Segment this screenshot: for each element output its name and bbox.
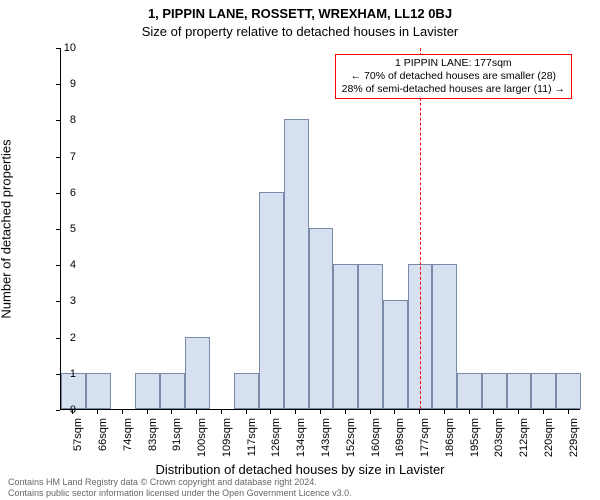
x-tick-label: 57sqm [72, 418, 84, 466]
histogram-bar [358, 264, 383, 409]
x-tick-mark [270, 410, 271, 414]
x-tick-label: 91sqm [171, 418, 183, 466]
histogram-bar [160, 373, 185, 409]
histogram-bar [333, 264, 358, 409]
x-tick-label: 134sqm [295, 418, 307, 466]
callout-line: 1 PIPPIN LANE: 177sqm [342, 57, 565, 70]
x-tick-label: 152sqm [345, 418, 357, 466]
x-tick-mark [246, 410, 247, 414]
footer-attribution: Contains HM Land Registry data © Crown c… [8, 477, 352, 498]
x-tick-mark [72, 410, 73, 414]
y-tick-mark [56, 338, 60, 339]
x-tick-label: 66sqm [97, 418, 109, 466]
x-tick-mark [370, 410, 371, 414]
histogram-bar [185, 337, 210, 409]
y-tick-mark [56, 374, 60, 375]
reference-line [420, 48, 421, 409]
y-tick-label: 7 [46, 151, 76, 163]
histogram-bar [86, 373, 111, 409]
y-tick-mark [56, 301, 60, 302]
footer-line: Contains HM Land Registry data © Crown c… [8, 477, 352, 487]
x-tick-label: 117sqm [246, 418, 258, 466]
x-tick-mark [196, 410, 197, 414]
x-tick-mark [171, 410, 172, 414]
y-tick-mark [56, 229, 60, 230]
x-tick-mark [543, 410, 544, 414]
y-tick-label: 8 [46, 114, 76, 126]
y-tick-label: 1 [46, 368, 76, 380]
x-tick-mark [320, 410, 321, 414]
y-tick-mark [56, 48, 60, 49]
x-tick-mark [345, 410, 346, 414]
page-root: 1, PIPPIN LANE, ROSSETT, WREXHAM, LL12 0… [0, 0, 600, 500]
x-tick-label: 229sqm [568, 418, 580, 466]
x-tick-mark [493, 410, 494, 414]
x-tick-label: 160sqm [370, 418, 382, 466]
x-tick-mark [444, 410, 445, 414]
x-tick-label: 212sqm [518, 418, 530, 466]
y-tick-label: 5 [46, 223, 76, 235]
x-tick-label: 186sqm [444, 418, 456, 466]
y-tick-label: 2 [46, 332, 76, 344]
histogram-bar [234, 373, 259, 409]
y-tick-mark [56, 193, 60, 194]
y-tick-label: 9 [46, 78, 76, 90]
callout-line: ← 70% of detached houses are smaller (28… [342, 70, 565, 83]
y-axis-label: Number of detached properties [0, 139, 14, 318]
plot-area: 1 PIPPIN LANE: 177sqm← 70% of detached h… [60, 48, 580, 410]
histogram-bar [432, 264, 457, 409]
x-axis-label: Distribution of detached houses by size … [0, 462, 600, 477]
x-tick-mark [295, 410, 296, 414]
x-tick-label: 220sqm [543, 418, 555, 466]
x-tick-mark [419, 410, 420, 414]
callout-line: 28% of semi-detached houses are larger (… [342, 83, 565, 96]
histogram-bar [259, 192, 284, 409]
chart-title: 1, PIPPIN LANE, ROSSETT, WREXHAM, LL12 0… [0, 6, 600, 21]
x-tick-label: 109sqm [221, 418, 233, 466]
y-tick-label: 4 [46, 259, 76, 271]
x-tick-label: 143sqm [320, 418, 332, 466]
x-tick-label: 126sqm [270, 418, 282, 466]
histogram-bar [284, 119, 309, 409]
x-tick-mark [97, 410, 98, 414]
y-tick-label: 3 [46, 295, 76, 307]
y-tick-mark [56, 84, 60, 85]
y-tick-mark [56, 120, 60, 121]
histogram-bar [507, 373, 532, 409]
histogram-bar [531, 373, 556, 409]
histogram-bar [556, 373, 581, 409]
x-tick-mark [568, 410, 569, 414]
callout-box: 1 PIPPIN LANE: 177sqm← 70% of detached h… [335, 54, 572, 99]
histogram-bar [135, 373, 160, 409]
x-tick-label: 177sqm [419, 418, 431, 466]
y-tick-label: 10 [46, 42, 76, 54]
y-tick-mark [56, 157, 60, 158]
x-tick-label: 83sqm [147, 418, 159, 466]
x-tick-label: 74sqm [122, 418, 134, 466]
x-tick-mark [147, 410, 148, 414]
histogram-bar [383, 300, 408, 409]
x-tick-label: 195sqm [469, 418, 481, 466]
histogram-bar [482, 373, 507, 409]
bars-container [61, 48, 580, 409]
y-tick-mark [56, 265, 60, 266]
histogram-bar [309, 228, 334, 409]
chart-subtitle: Size of property relative to detached ho… [0, 24, 600, 39]
footer-line: Contains public sector information licen… [8, 488, 352, 498]
y-tick-mark [56, 410, 60, 411]
x-tick-mark [469, 410, 470, 414]
histogram-bar [457, 373, 482, 409]
x-tick-mark [122, 410, 123, 414]
x-tick-label: 100sqm [196, 418, 208, 466]
x-tick-label: 169sqm [394, 418, 406, 466]
x-tick-mark [518, 410, 519, 414]
x-tick-mark [221, 410, 222, 414]
x-tick-label: 203sqm [493, 418, 505, 466]
x-tick-mark [394, 410, 395, 414]
y-tick-label: 6 [46, 187, 76, 199]
